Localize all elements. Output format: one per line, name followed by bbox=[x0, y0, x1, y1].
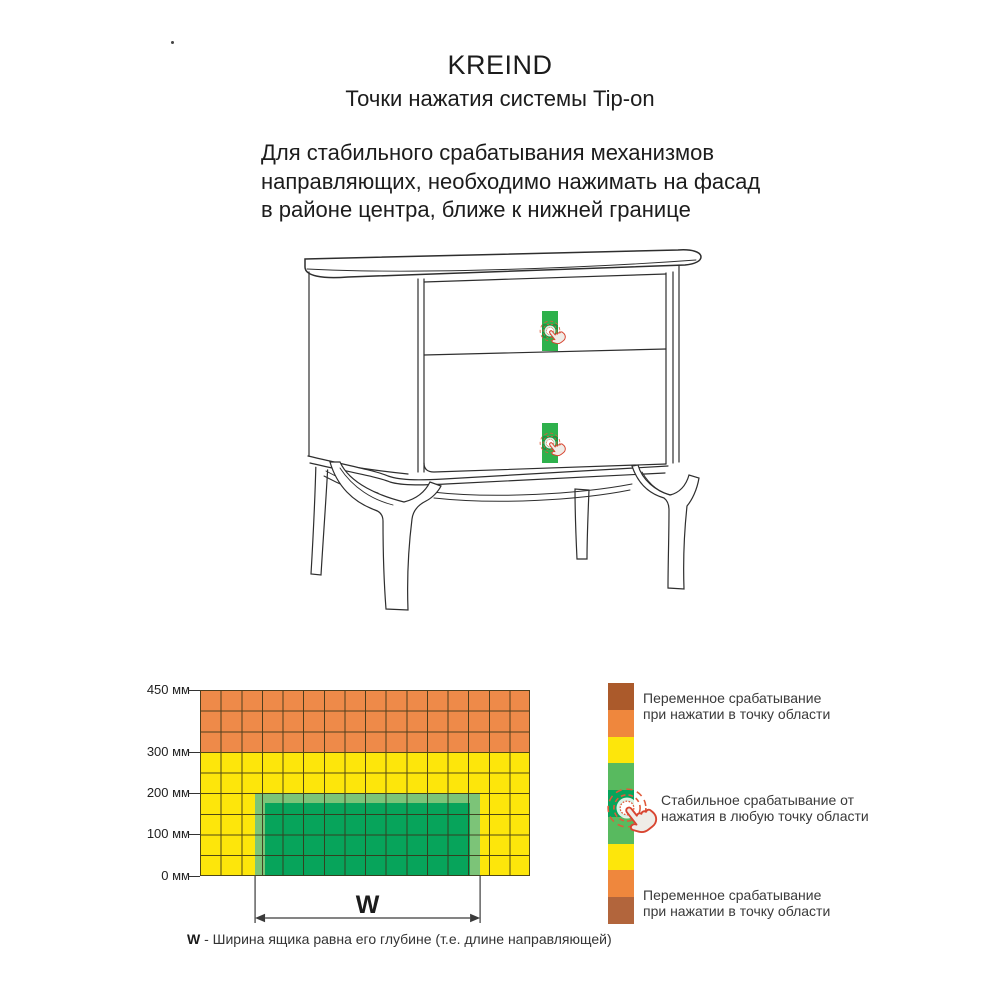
legend-item-stable: Стабильное срабатывание от нажатия в люб… bbox=[661, 792, 869, 824]
nightstand-drawing bbox=[304, 249, 702, 611]
footnote-text: - Ширина ящика равна его глубине (т.е. д… bbox=[200, 931, 612, 947]
legend-bar-segment bbox=[608, 709, 634, 737]
axis-tick bbox=[188, 875, 200, 877]
legend-bar-segment bbox=[608, 683, 634, 710]
y-axis-label: 300 мм bbox=[146, 743, 190, 759]
width-dimension: W bbox=[254, 875, 481, 923]
press-zone-diagram: W 450 мм 300 мм 200 мм 100 мм 0 мм bbox=[140, 682, 700, 983]
description-line: Для стабильного срабатывания механизмов bbox=[261, 140, 715, 165]
description-text: Для стабильного срабатывания механизмов … bbox=[261, 139, 760, 225]
w-dimension-label: W bbox=[356, 891, 380, 919]
leg-back-left bbox=[310, 460, 329, 576]
legend-item-variable-bottom: Переменное срабатывание при нажатии в то… bbox=[643, 887, 831, 919]
axis-tick bbox=[188, 793, 200, 795]
press-zone-upper-drawer bbox=[539, 311, 568, 351]
press-zone-lower-drawer bbox=[539, 423, 568, 463]
drawer-divider bbox=[423, 348, 667, 356]
y-axis-label: 0 мм bbox=[161, 867, 190, 883]
footnote: W - Ширина ящика равна его глубине (т.е.… bbox=[187, 931, 612, 947]
leg-back-right bbox=[574, 488, 590, 560]
zone-grid bbox=[200, 690, 530, 876]
legend-bar-segment bbox=[608, 897, 634, 924]
cabinet-top bbox=[304, 249, 702, 279]
axis-tick bbox=[188, 690, 200, 691]
y-axis-label: 200 мм bbox=[146, 785, 190, 801]
leg-front-left bbox=[329, 461, 442, 611]
y-axis-label: 100 мм bbox=[146, 826, 190, 842]
stray-mark bbox=[171, 41, 174, 44]
axis-tick bbox=[188, 834, 200, 836]
footnote-w: W bbox=[187, 931, 201, 947]
legend-bar-segment bbox=[608, 870, 634, 898]
legend-bar-segment bbox=[608, 843, 634, 871]
page-subtitle: Точки нажатия системы Tip-on bbox=[345, 86, 655, 111]
legend-bar-segment bbox=[608, 763, 634, 791]
description-line: направляющих, необходимо нажимать на фас… bbox=[261, 168, 761, 194]
legend-bar-segment bbox=[608, 736, 634, 764]
axis-tick bbox=[188, 751, 200, 753]
y-axis-label: 450 мм bbox=[146, 682, 190, 697]
brand-title: KREIND bbox=[447, 50, 553, 80]
grid-lines bbox=[200, 690, 530, 876]
leg-front-right bbox=[631, 464, 700, 590]
description-line: в районе центра, ближе к нижней границе bbox=[261, 197, 691, 222]
legend-item-variable-top: Переменное срабатывание при нажатии в то… bbox=[643, 690, 831, 722]
